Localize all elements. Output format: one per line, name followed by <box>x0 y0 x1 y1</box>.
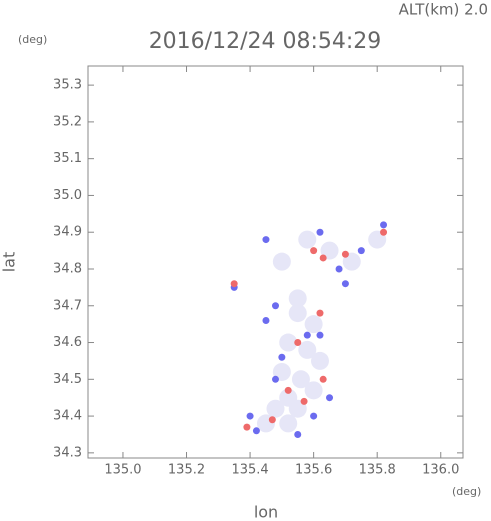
y-tick-label: 35.2 <box>53 114 82 129</box>
y-unit: (deg) <box>18 33 47 46</box>
y-tick-label: 35.1 <box>53 151 82 166</box>
y-tick-label: 34.4 <box>53 409 82 424</box>
y-tick-label: 34.7 <box>53 298 82 313</box>
y-tick-label: 34.3 <box>53 445 82 460</box>
radar-echo <box>278 353 286 361</box>
radar-echo <box>380 228 388 236</box>
radar-echo <box>310 247 318 255</box>
plot-frame <box>87 65 464 459</box>
x-tick-label: 135.6 <box>295 463 332 478</box>
radar-echo <box>291 370 310 389</box>
radar-echo <box>272 252 291 271</box>
x-tick-label: 135.8 <box>359 463 396 478</box>
radar-echo <box>326 394 334 402</box>
radar-echo <box>284 386 292 394</box>
x-unit: (deg) <box>452 485 481 498</box>
x-tick-label: 135.0 <box>104 463 141 478</box>
radar-echo <box>246 412 254 420</box>
radar-echo <box>230 280 238 288</box>
chart-title: 2016/12/24 08:54:29 <box>149 29 382 54</box>
radar-echo <box>279 333 298 352</box>
radar-echo <box>357 247 365 255</box>
x-tick-label: 136.0 <box>422 463 459 478</box>
radar-echo <box>268 416 276 424</box>
radar-echo <box>316 309 324 317</box>
radar-echo <box>298 230 317 249</box>
radar-echo <box>310 351 329 370</box>
radar-echo <box>243 423 251 431</box>
radar-echo <box>304 315 323 334</box>
radar-echo <box>380 221 388 229</box>
radar-echo <box>294 430 302 438</box>
radar-echo <box>319 254 327 262</box>
radar-echo <box>272 375 279 383</box>
radar-echo <box>272 302 279 310</box>
radar-echo <box>304 381 323 400</box>
radar-echo <box>294 339 302 347</box>
radar-echo <box>319 375 327 383</box>
radar-echo <box>341 280 349 288</box>
x-tick-label: 135.2 <box>168 463 205 478</box>
radar-echo <box>335 265 343 273</box>
altitude-label: ALT(km) 2.0 <box>399 1 488 19</box>
radar-echo <box>341 250 349 258</box>
radar-echo <box>298 340 317 359</box>
radar-echo <box>262 316 270 324</box>
radar-echo <box>279 414 298 433</box>
y-axis-label: lat <box>0 252 19 273</box>
radar-echo <box>310 412 318 420</box>
radar-echo <box>262 236 270 244</box>
x-tick-label: 135.4 <box>231 463 268 478</box>
y-tick-label: 34.5 <box>53 372 82 387</box>
radar-echo <box>288 289 307 308</box>
radar-echo <box>316 331 324 339</box>
y-tick-label: 35.0 <box>53 188 82 203</box>
y-tick-label: 34.9 <box>53 225 82 240</box>
radar-echo <box>252 427 260 435</box>
radar-echo <box>316 228 324 236</box>
radar-echo <box>303 331 311 339</box>
radar-echo <box>288 304 307 323</box>
y-tick-label: 34.6 <box>53 335 82 350</box>
y-tick-label: 34.8 <box>53 261 82 276</box>
x-axis-label: lon <box>254 503 278 521</box>
y-tick-label: 35.3 <box>53 78 82 93</box>
radar-echo <box>300 397 308 405</box>
radar-echo <box>266 399 285 418</box>
